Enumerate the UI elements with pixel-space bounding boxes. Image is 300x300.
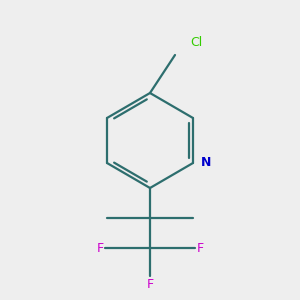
Text: F: F — [196, 242, 204, 254]
Text: F: F — [96, 242, 103, 254]
Text: Cl: Cl — [190, 37, 202, 50]
Text: F: F — [146, 278, 154, 290]
Text: N: N — [200, 157, 211, 169]
